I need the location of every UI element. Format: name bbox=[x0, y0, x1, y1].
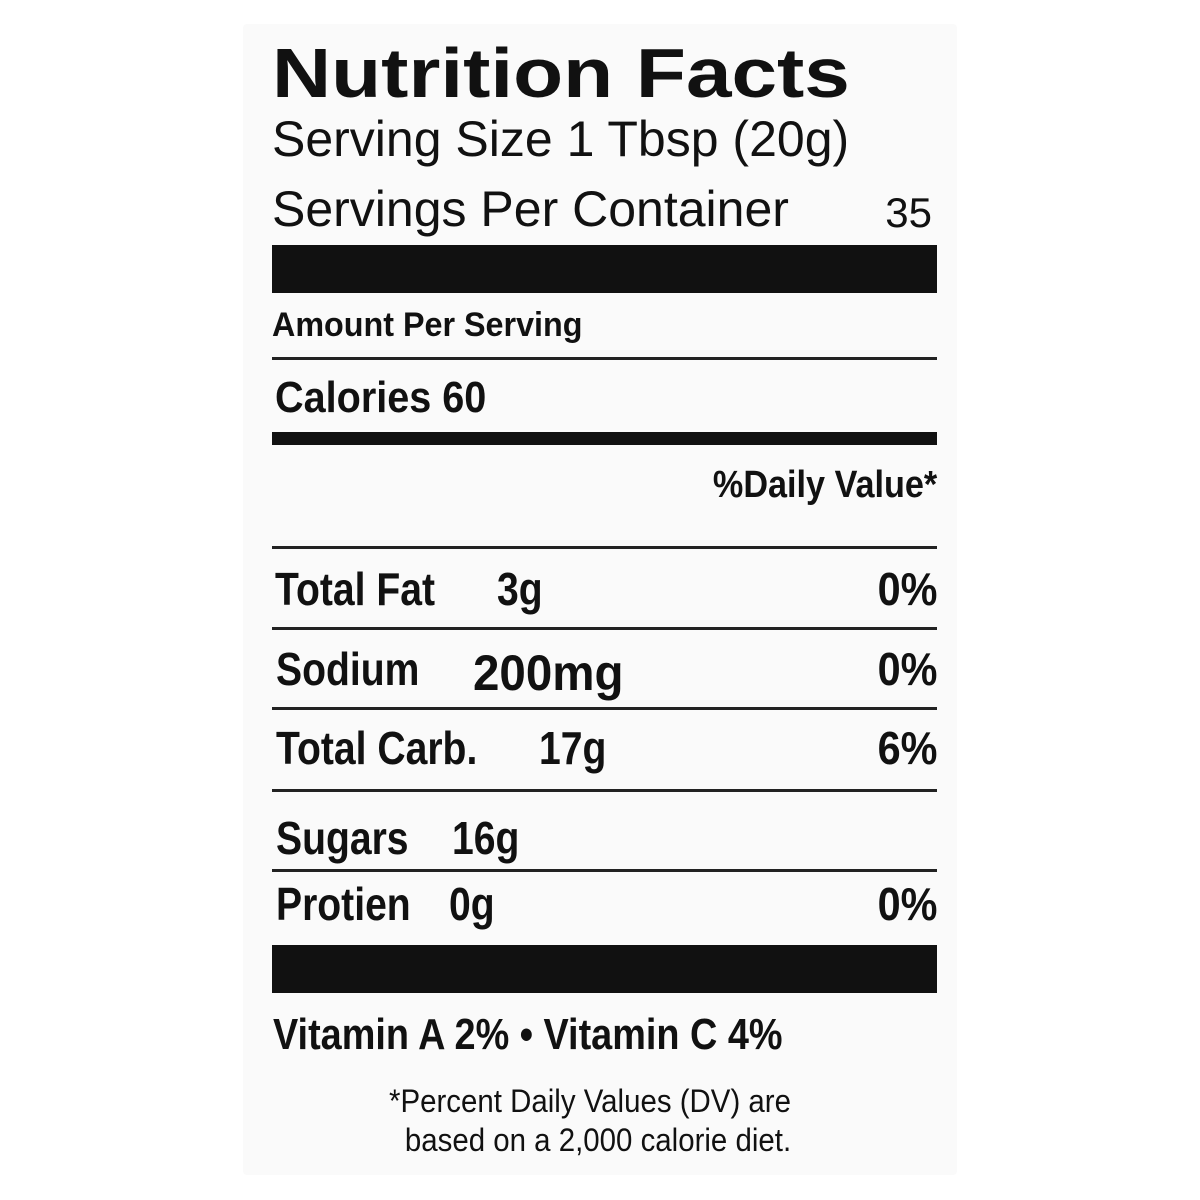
servings-per-container-value: 35 bbox=[885, 189, 932, 236]
serving-size: Serving Size 1 Tbsp (20g) bbox=[272, 111, 850, 167]
nutrient-dv: 0% bbox=[877, 563, 937, 615]
divider bbox=[272, 869, 937, 872]
divider bbox=[272, 789, 937, 792]
vitamins-line: Vitamin A 2% • Vitamin C 4% bbox=[273, 1010, 783, 1059]
nutrient-dv: 0% bbox=[877, 878, 937, 930]
nutrient-name: Total Carb. bbox=[276, 722, 478, 774]
nutrient-amount: 17g bbox=[539, 722, 607, 774]
thick-bar-top bbox=[272, 245, 937, 293]
amount-per-serving: Amount Per Serving bbox=[272, 306, 583, 344]
title: Nutrition Facts bbox=[272, 34, 850, 112]
servings-per-container-label: Servings Per Container bbox=[272, 181, 789, 237]
nutrient-name: Protien bbox=[276, 878, 411, 930]
nutrient-name: Sodium bbox=[276, 643, 420, 695]
divider bbox=[272, 707, 937, 710]
nutrient-amount: 3g bbox=[497, 563, 543, 615]
nutrient-amount: 0g bbox=[449, 878, 495, 930]
divider bbox=[272, 627, 937, 630]
divider bbox=[272, 357, 937, 360]
footnote-line-1: *Percent Daily Values (DV) are bbox=[389, 1083, 791, 1119]
thick-bar-bottom bbox=[272, 945, 937, 993]
nutrient-amount: 200mg bbox=[473, 645, 624, 701]
nutrient-dv: 6% bbox=[877, 722, 937, 774]
divider bbox=[272, 546, 937, 549]
nutrient-name: Total Fat bbox=[275, 563, 436, 615]
medium-bar bbox=[272, 432, 937, 445]
calories: Calories 60 bbox=[275, 373, 487, 422]
nutrient-name: Sugars bbox=[276, 812, 409, 864]
nutrient-dv: 0% bbox=[877, 643, 937, 695]
footnote-line-2: based on a 2,000 calorie diet. bbox=[404, 1122, 792, 1158]
nutrient-amount: 16g bbox=[452, 812, 520, 864]
daily-value-header: %Daily Value* bbox=[712, 464, 937, 506]
